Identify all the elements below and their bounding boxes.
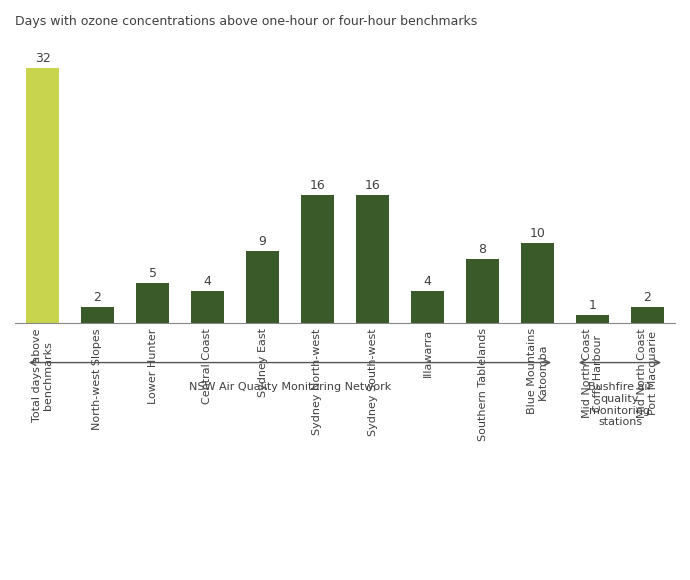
- Text: 8: 8: [478, 243, 486, 256]
- Bar: [466, 259, 499, 322]
- Text: 9: 9: [259, 235, 266, 248]
- Text: Days with ozone concentrations above one-hour or four-hour benchmarks: Days with ozone concentrations above one…: [15, 15, 477, 28]
- Text: 5: 5: [148, 267, 157, 280]
- Text: 10: 10: [529, 227, 545, 240]
- Text: 16: 16: [364, 179, 380, 192]
- Text: 1: 1: [589, 299, 596, 311]
- Text: Bushfire air
quality
monitoring
stations: Bushfire air quality monitoring stations: [588, 382, 652, 427]
- Text: 4: 4: [204, 275, 211, 288]
- Bar: [411, 291, 444, 322]
- Bar: [631, 307, 664, 322]
- Text: NSW Air Quality Monitoring Network: NSW Air Quality Monitoring Network: [189, 382, 391, 393]
- Text: 32: 32: [34, 52, 50, 65]
- Text: 16: 16: [310, 179, 326, 192]
- Bar: [301, 195, 334, 322]
- Bar: [81, 307, 114, 322]
- Bar: [576, 315, 609, 322]
- Text: 4: 4: [424, 275, 431, 288]
- Text: 2: 2: [644, 291, 651, 304]
- Bar: [191, 291, 224, 322]
- Bar: [246, 251, 279, 322]
- Bar: [136, 283, 169, 322]
- Bar: [521, 243, 554, 322]
- Bar: [26, 68, 59, 322]
- Bar: [356, 195, 389, 322]
- Text: 2: 2: [94, 291, 101, 304]
